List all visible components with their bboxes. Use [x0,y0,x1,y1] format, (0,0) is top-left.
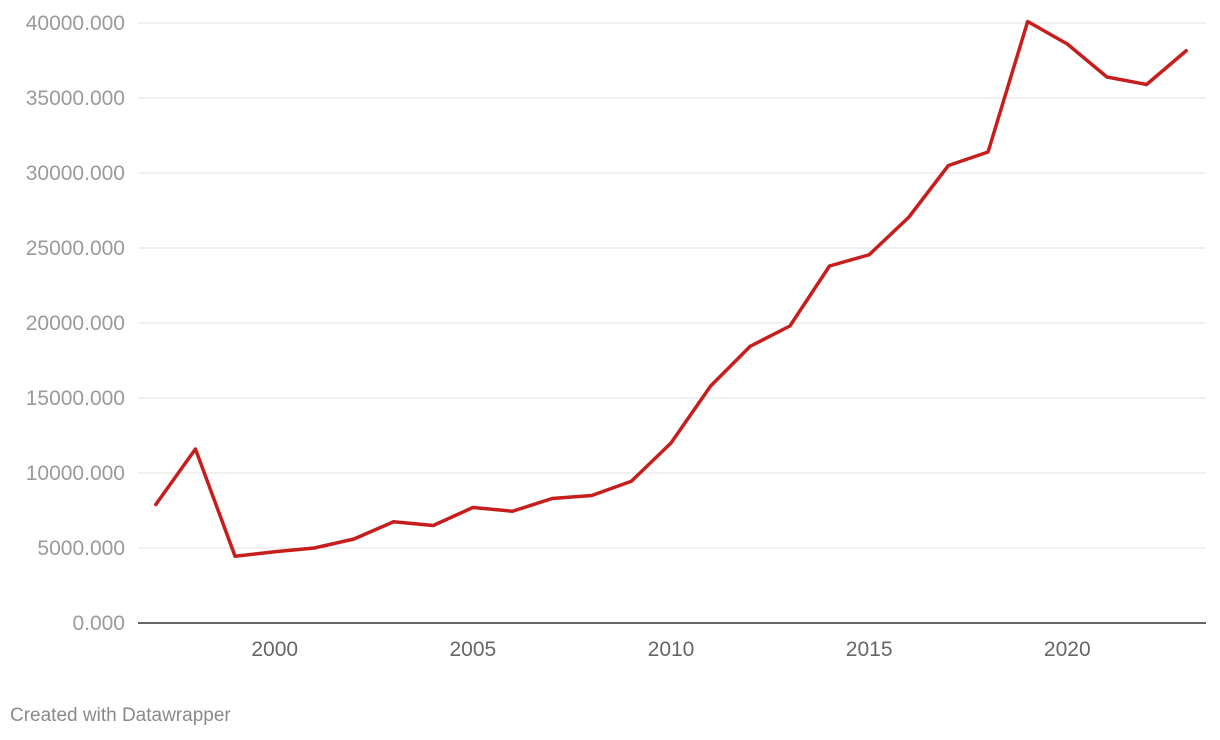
data-point [1182,47,1190,55]
x-tick-label: 2005 [449,638,496,661]
data-point [469,504,477,512]
data-point [865,251,873,259]
y-tick-label: 10000.000 [26,462,125,485]
data-point [588,492,596,500]
data-point [944,162,952,170]
data-point [271,548,279,556]
x-tick-label: 2020 [1044,638,1091,661]
data-point [1103,73,1111,81]
data-point [667,439,675,447]
y-tick-label: 35000.000 [26,87,125,110]
y-tick-label: 40000.000 [26,12,125,35]
series-line-value [154,19,1188,558]
data-point [548,495,556,503]
data-point [310,544,318,552]
gridlines [138,22,1206,549]
line-chart: 0.000 5000.000 10000.000 15000.000 20000.000… [26,12,1206,661]
data-point [746,342,754,350]
credit-text: Created with Datawrapper [10,705,231,726]
x-tick-label: 2015 [846,638,893,661]
data-point [191,445,199,453]
y-tick-label: 15000.000 [26,387,125,410]
x-axis-labels: 2000 2005 2010 2015 2020 [251,638,1090,661]
y-axis-labels: 0.000 5000.000 10000.000 15000.000 20000.000… [26,12,125,635]
y-tick-label: 0.000 [72,612,125,635]
data-point [826,262,834,270]
data-point [627,477,635,485]
y-tick-label: 5000.000 [37,537,125,560]
y-tick-label: 20000.000 [26,312,125,335]
data-point [707,382,715,390]
series-lines [152,18,1190,560]
data-point [905,213,913,221]
y-tick-label: 30000.000 [26,162,125,185]
data-point [231,552,239,560]
data-point [1024,18,1032,26]
data-point [429,522,437,530]
data-point [984,148,992,156]
data-point [152,501,160,509]
data-point [1063,40,1071,48]
x-tick-label: 2010 [648,638,695,661]
data-point [350,535,358,543]
data-point [786,322,794,330]
data-point [390,518,398,526]
data-point [508,507,516,515]
data-point [1143,81,1151,89]
x-tick-label: 2000 [251,638,298,661]
y-tick-label: 25000.000 [26,237,125,260]
